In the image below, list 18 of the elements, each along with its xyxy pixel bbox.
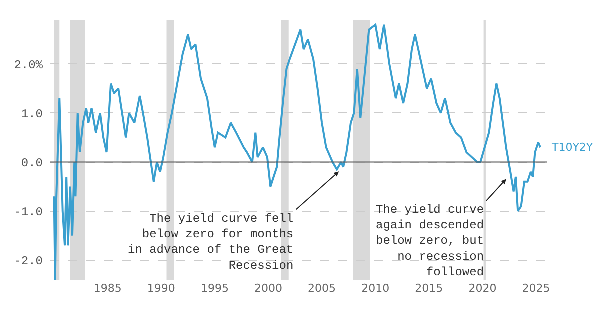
x-tick-label: 2005 (308, 282, 336, 295)
line-series (53, 24, 542, 280)
y-tick-label: -1.0 (14, 206, 43, 220)
annotation: The yield curve fell below zero for months in advance of the Great Recession (128, 212, 294, 273)
x-tick-label: 2000 (254, 282, 283, 295)
y-tick-label: 2.0% (14, 58, 44, 72)
y-tick-label: 0.0 (21, 156, 43, 170)
x-tick-label: 1985 (94, 282, 122, 295)
x-tick-label: 2020 (468, 282, 497, 295)
x-tick-label: 2010 (362, 282, 390, 295)
x-tick-label: 1995 (200, 282, 229, 295)
y-tick-label: 1.0 (21, 107, 43, 122)
y-tick-label: -2.0 (14, 254, 43, 269)
series-label: T10Y2Y (551, 141, 594, 154)
x-tick-label: 1990 (147, 282, 176, 295)
x-tick-label: 2025 (522, 282, 550, 295)
x-tick-label: 2015 (415, 282, 444, 295)
annotation: The yield curve again descended below zero, but no recession followed (376, 203, 484, 280)
